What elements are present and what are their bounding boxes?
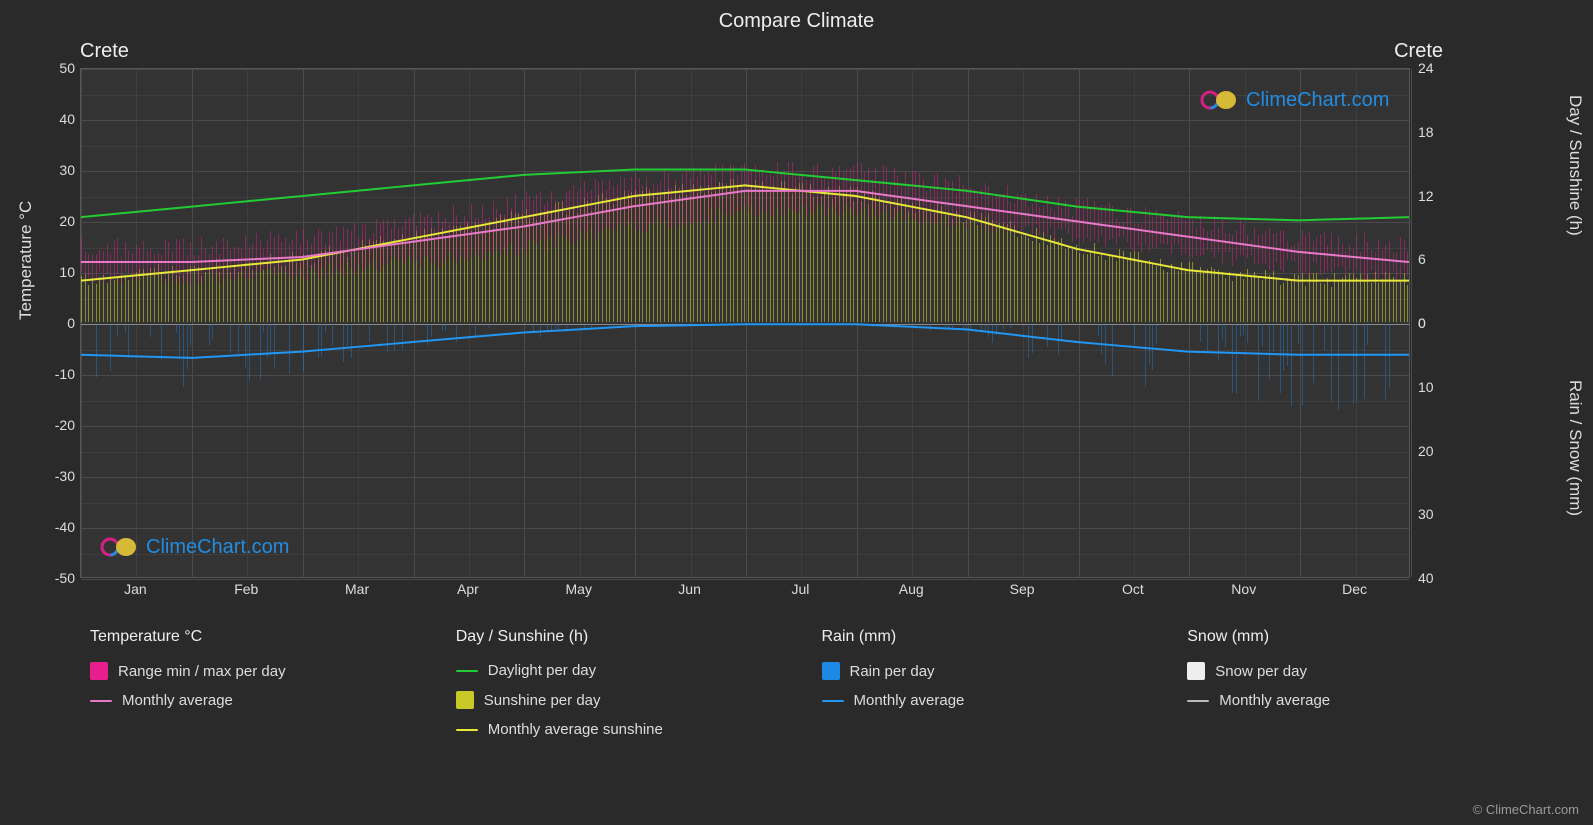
y-right-bottom-tick: 0: [1418, 315, 1448, 331]
y-left-tick: -50: [40, 570, 75, 586]
legend-label: Monthly average: [122, 692, 233, 709]
y-right-top-tick: 24: [1418, 60, 1448, 76]
legend-col-sunshine: Day / Sunshine (h) Daylight per day Suns…: [456, 628, 802, 738]
legend-label: Monthly average: [854, 692, 965, 709]
legend-title: Rain (mm): [822, 628, 1168, 646]
y-left-tick: -30: [40, 468, 75, 484]
y-left-tick: 50: [40, 60, 75, 76]
x-tick: Nov: [1231, 581, 1256, 597]
climechart-logo-icon: [1200, 88, 1240, 112]
y-right-top-tick: 6: [1418, 251, 1448, 267]
legend-label: Range min / max per day: [118, 663, 286, 680]
y-axis-right-bottom-label: Rain / Snow (mm): [1565, 380, 1585, 516]
y-axis-left-label: Temperature °C: [16, 201, 36, 320]
legend-item: Monthly average: [1187, 692, 1533, 709]
y-axis-right-top-label: Day / Sunshine (h): [1565, 95, 1585, 236]
legend-title: Day / Sunshine (h): [456, 628, 802, 646]
legend-item: Sunshine per day: [456, 691, 802, 709]
y-right-bottom-tick: 10: [1418, 379, 1448, 395]
x-tick: Apr: [457, 581, 479, 597]
y-left-tick: -10: [40, 366, 75, 382]
legend-label: Sunshine per day: [484, 692, 601, 709]
legend-label: Daylight per day: [488, 662, 596, 679]
legend-col-temperature: Temperature °C Range min / max per day M…: [90, 628, 436, 738]
x-tick: Mar: [345, 581, 369, 597]
watermark-bottom: ClimeChart.com: [100, 535, 289, 559]
legend-title: Temperature °C: [90, 628, 436, 646]
legend-label: Snow per day: [1215, 663, 1307, 680]
legend-item: Snow per day: [1187, 662, 1533, 680]
x-tick: Jul: [791, 581, 809, 597]
y-left-tick: 40: [40, 111, 75, 127]
legend-col-rain: Rain (mm) Rain per day Monthly average: [822, 628, 1168, 738]
legend-item: Monthly average: [822, 692, 1168, 709]
x-tick: Aug: [899, 581, 924, 597]
x-tick: May: [566, 581, 592, 597]
x-tick: Jan: [124, 581, 147, 597]
x-tick: Feb: [234, 581, 258, 597]
y-left-tick: -20: [40, 417, 75, 433]
y-right-bottom-tick: 20: [1418, 443, 1448, 459]
x-tick: Sep: [1010, 581, 1035, 597]
y-right-bottom-tick: 30: [1418, 506, 1448, 522]
x-tick: Dec: [1342, 581, 1367, 597]
watermark-top: ClimeChart.com: [1200, 88, 1389, 112]
copyright: © ClimeChart.com: [1473, 802, 1579, 817]
plot-area: [80, 68, 1410, 578]
legend-col-snow: Snow (mm) Snow per day Monthly average: [1187, 628, 1533, 738]
y-left-tick: 30: [40, 162, 75, 178]
watermark-text: ClimeChart.com: [146, 536, 289, 559]
legend-item: Daylight per day: [456, 662, 802, 679]
legend: Temperature °C Range min / max per day M…: [90, 628, 1533, 738]
legend-title: Snow (mm): [1187, 628, 1533, 646]
legend-label: Monthly average: [1219, 692, 1330, 709]
y-right-top-tick: 12: [1418, 188, 1448, 204]
x-tick: Jun: [678, 581, 701, 597]
legend-item: Monthly average sunshine: [456, 721, 802, 738]
y-right-top-tick: 18: [1418, 124, 1448, 140]
watermark-text: ClimeChart.com: [1246, 89, 1389, 112]
y-left-tick: 20: [40, 213, 75, 229]
location-label-left: Crete: [80, 40, 129, 63]
legend-item: Rain per day: [822, 662, 1168, 680]
x-tick: Oct: [1122, 581, 1144, 597]
chart-title: Compare Climate: [0, 10, 1593, 33]
legend-label: Monthly average sunshine: [488, 721, 663, 738]
y-left-tick: -40: [40, 519, 75, 535]
climechart-logo-icon: [100, 535, 140, 559]
legend-item: Monthly average: [90, 692, 436, 709]
y-left-tick: 10: [40, 264, 75, 280]
legend-label: Rain per day: [850, 663, 935, 680]
y-right-bottom-tick: 40: [1418, 570, 1448, 586]
y-left-tick: 0: [40, 315, 75, 331]
legend-item: Range min / max per day: [90, 662, 436, 680]
